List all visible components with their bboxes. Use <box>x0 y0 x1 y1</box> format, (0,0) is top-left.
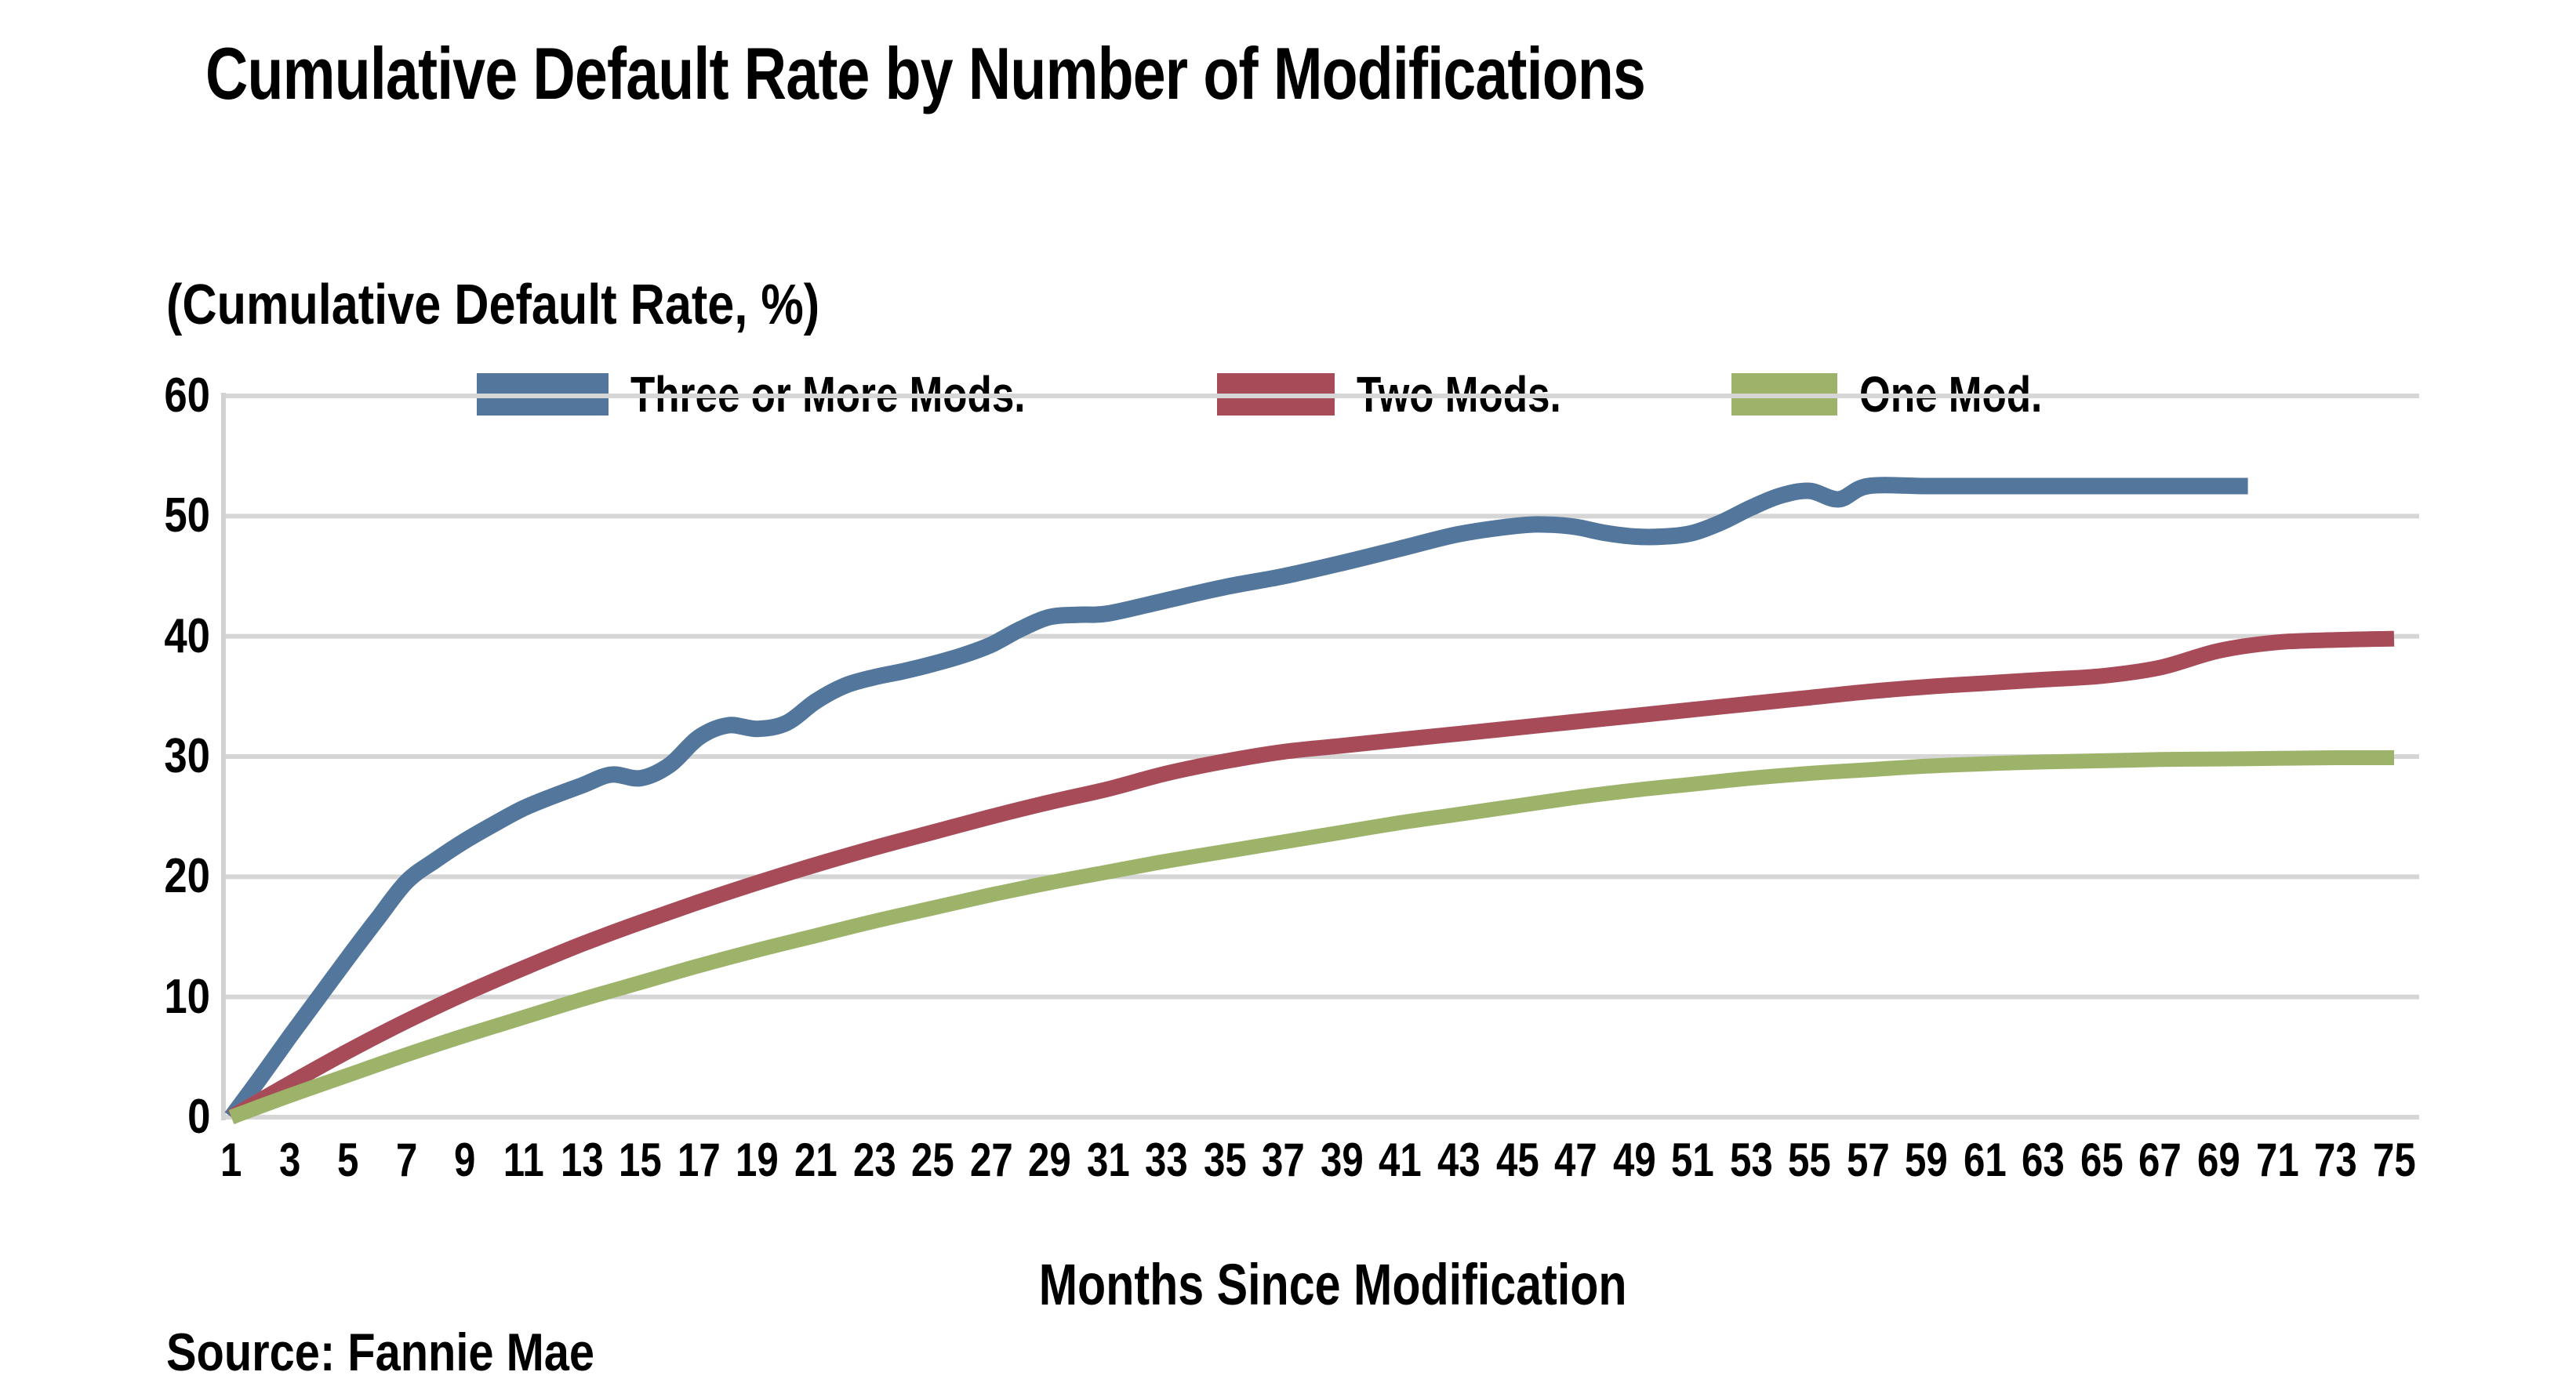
x-axis-title: Months Since Modification <box>1039 1252 1627 1317</box>
series-line-two-mods <box>227 630 2395 1124</box>
x-tick-label: 57 <box>1846 1134 1890 1186</box>
x-tick-label: 23 <box>852 1134 896 1186</box>
x-tick-label: 41 <box>1379 1134 1422 1186</box>
x-tick-label: 61 <box>1963 1134 2007 1186</box>
source-note: Source: Fannie Mae <box>166 1323 595 1382</box>
x-tick-label: 15 <box>619 1134 663 1186</box>
y-tick-label: 30 <box>164 729 210 783</box>
x-tick-label: 3 <box>278 1134 301 1186</box>
x-tick-label: 11 <box>503 1134 544 1186</box>
x-tick-label: 21 <box>794 1134 837 1186</box>
x-tick-label: 1 <box>220 1134 242 1186</box>
y-axis-title: (Cumulative Default Rate, %) <box>166 274 820 336</box>
x-tick-label: 9 <box>454 1134 476 1186</box>
y-tick-label: 50 <box>164 488 210 543</box>
x-tick-label: 63 <box>2022 1134 2066 1186</box>
x-tick-label: 45 <box>1495 1134 1539 1186</box>
x-tick-label: 27 <box>969 1134 1013 1186</box>
x-tick-label: 17 <box>677 1134 721 1186</box>
x-tick-label: 73 <box>2314 1134 2357 1186</box>
x-tick-label: 55 <box>1788 1134 1831 1186</box>
x-tick-label: 29 <box>1028 1134 1071 1186</box>
y-tick-label: 20 <box>164 849 210 904</box>
page-title: Cumulative Default Rate by Number of Mod… <box>205 31 2005 116</box>
series-line-one-mod <box>228 749 2395 1124</box>
x-tick-label: 71 <box>2255 1134 2299 1186</box>
x-tick-label: 35 <box>1203 1134 1247 1186</box>
x-tick-label: 19 <box>736 1134 779 1186</box>
x-tick-label: 31 <box>1086 1134 1130 1186</box>
x-tick-label: 69 <box>2196 1134 2240 1186</box>
y-tick-label: 10 <box>164 969 210 1024</box>
x-tick-label: 49 <box>1612 1134 1656 1186</box>
x-tick-label: 25 <box>911 1134 954 1186</box>
x-tick-label: 39 <box>1320 1134 1364 1186</box>
x-tick-label: 59 <box>1905 1134 1949 1186</box>
x-tick-label: 13 <box>560 1134 604 1186</box>
x-tick-label: 37 <box>1262 1134 1306 1186</box>
x-tick-label: 7 <box>395 1134 418 1186</box>
x-tick-label: 33 <box>1145 1134 1188 1186</box>
series-line-three-or-more-mods <box>224 477 2248 1123</box>
x-tick-label: 53 <box>1729 1134 1773 1186</box>
page-title-text: Cumulative Default Rate by Number of Mod… <box>205 32 1646 114</box>
y-tick-label: 40 <box>164 608 210 663</box>
x-tick-label: 43 <box>1437 1134 1481 1186</box>
x-tick-label: 75 <box>2372 1134 2416 1186</box>
x-tick-label: 47 <box>1554 1134 1597 1186</box>
y-tick-label: 0 <box>187 1090 210 1144</box>
y-tick-label: 60 <box>164 368 210 423</box>
x-tick-label: 51 <box>1671 1134 1714 1186</box>
x-tick-label: 65 <box>2080 1134 2124 1186</box>
x-tick-label: 5 <box>337 1134 359 1186</box>
x-tick-label: 67 <box>2138 1134 2182 1186</box>
